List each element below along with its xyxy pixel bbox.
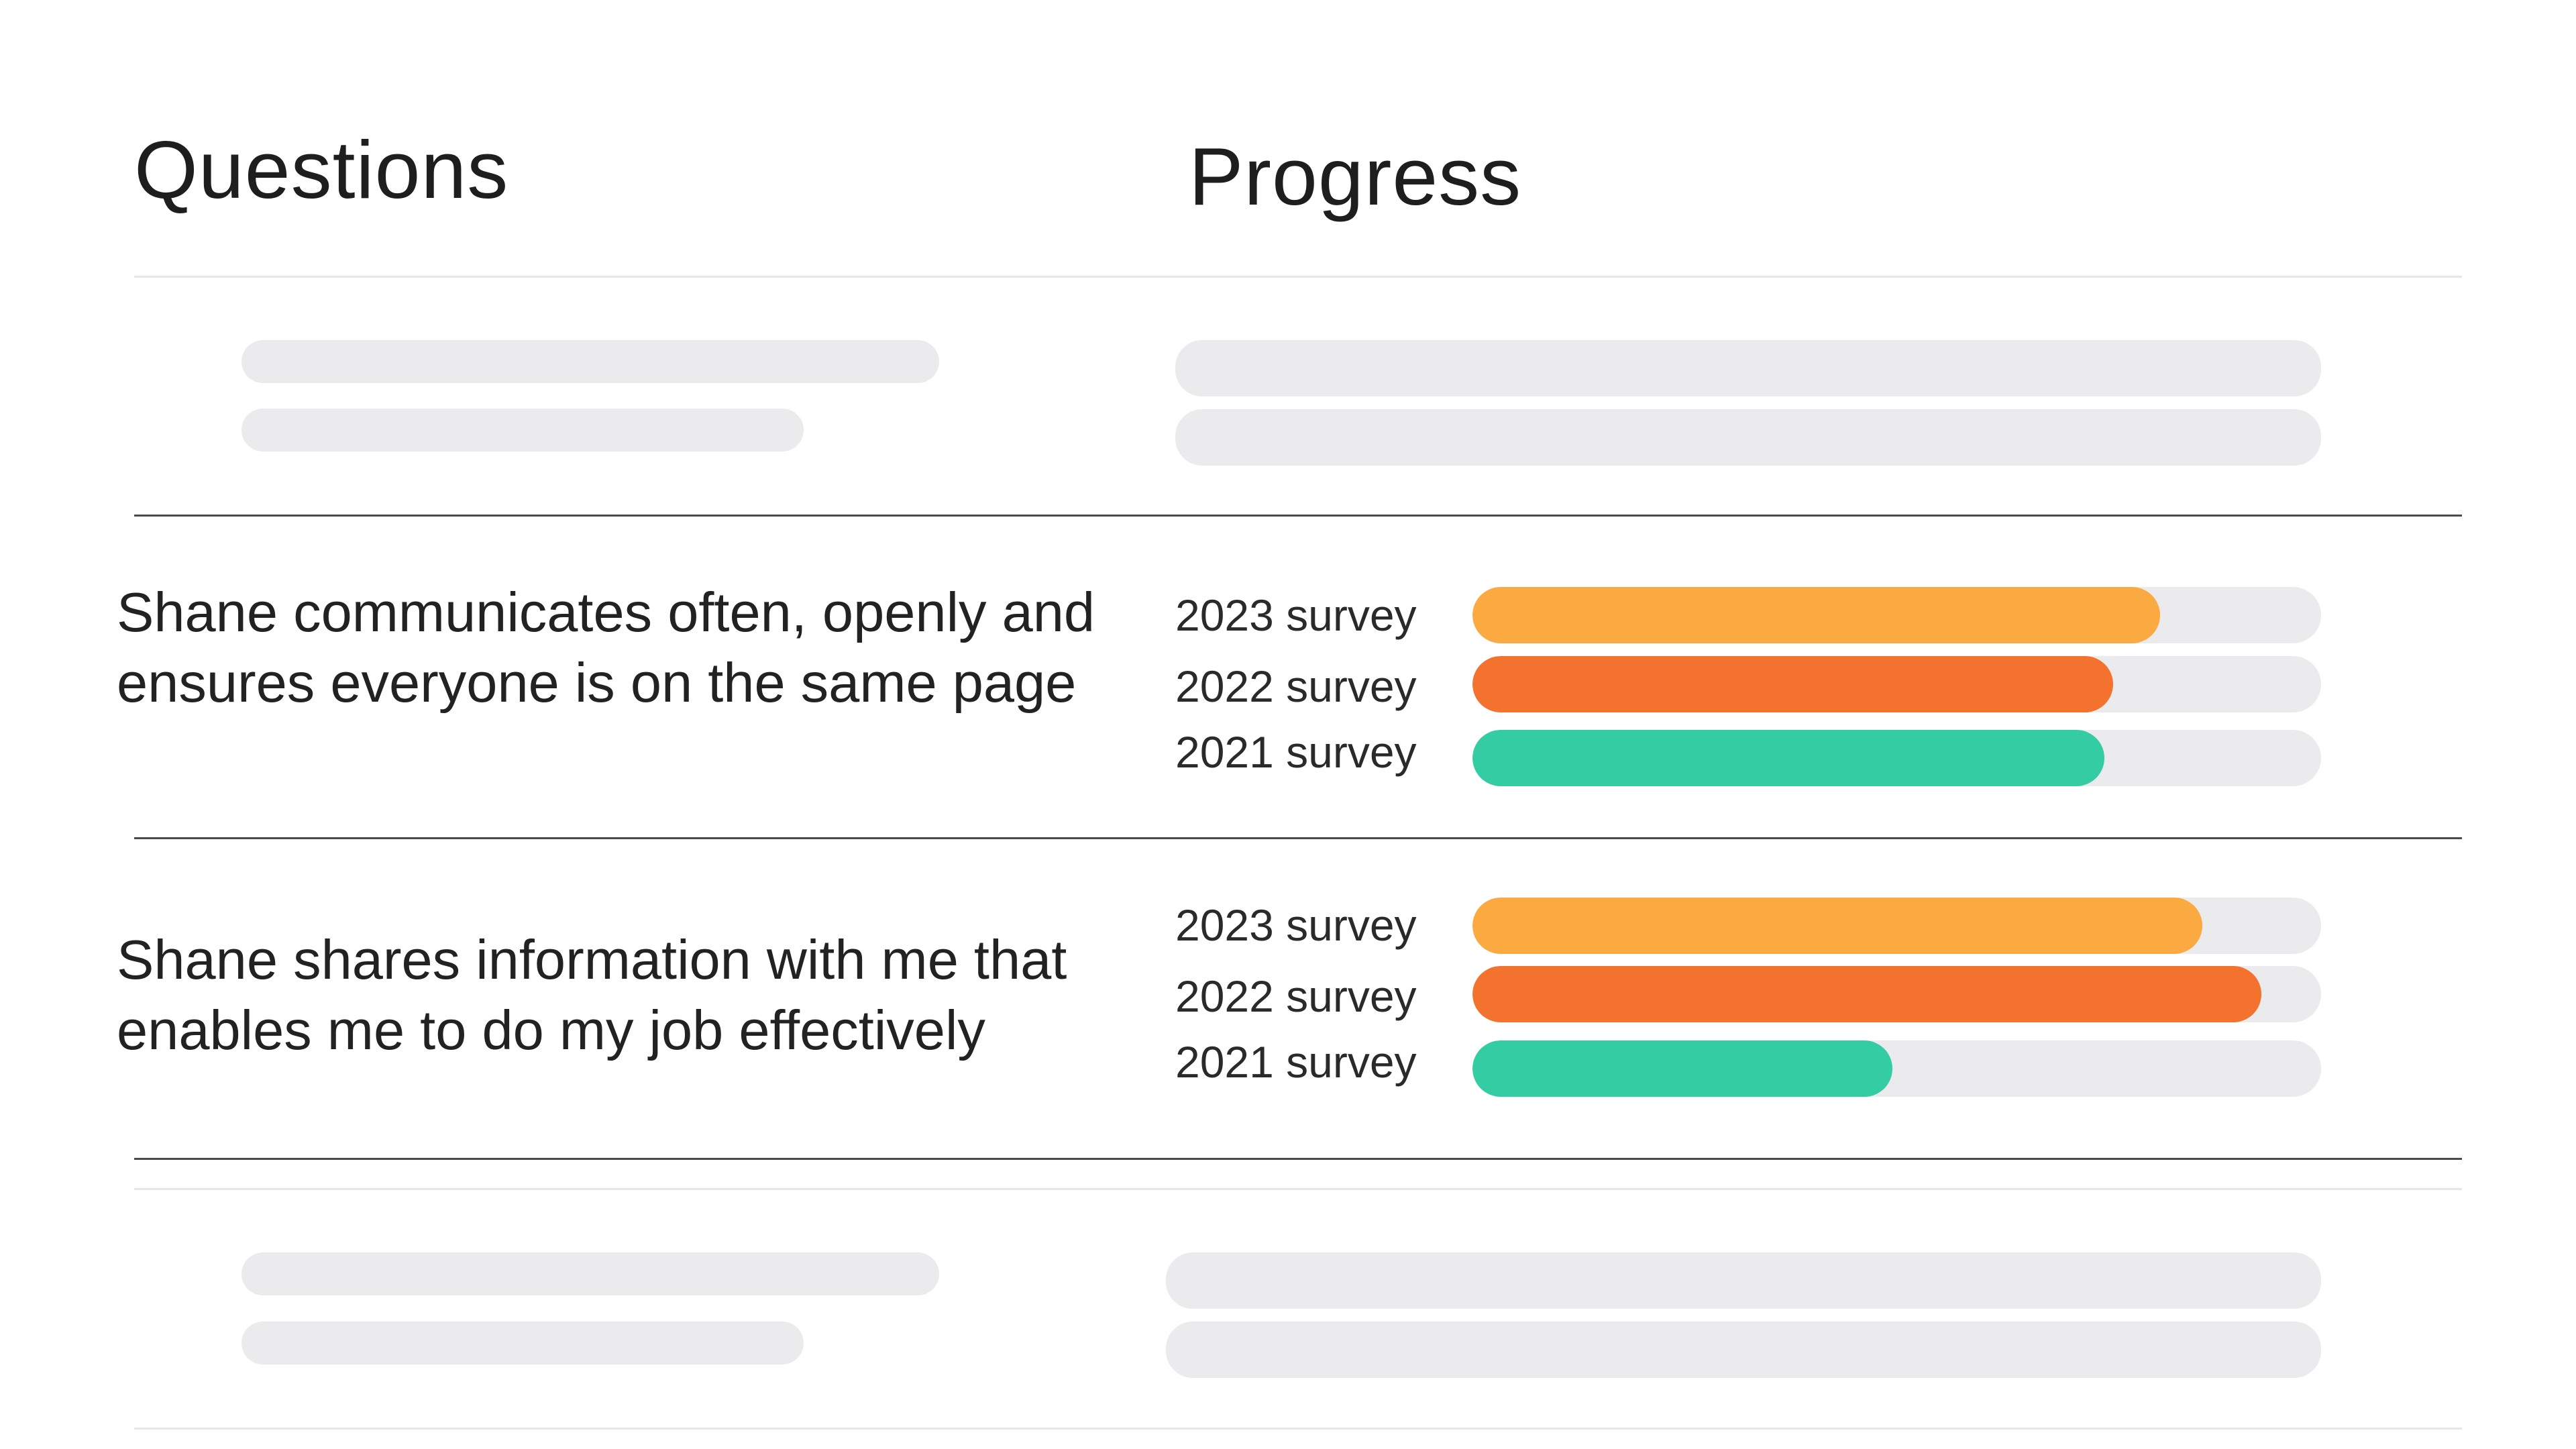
survey-label-2023: 2023 survey: [1175, 590, 1417, 640]
question-text: Shane communicates often, openly and ens…: [117, 581, 1095, 714]
questions-column-header: Questions: [134, 124, 509, 215]
row-divider: [134, 837, 2462, 839]
progress-track-2023: [1472, 587, 2321, 643]
placeholder-question-line-2: [241, 409, 804, 451]
progress-fill-2021: [1472, 730, 2105, 786]
header-divider: [134, 276, 2462, 278]
survey-label-2021: 2021 survey: [1175, 727, 1417, 777]
placeholder-progress-bar-2: [1166, 1322, 2321, 1378]
placeholder-progress-bar-1: [1166, 1252, 2321, 1309]
row-divider: [134, 1158, 2462, 1160]
placeholder-question-line-2: [241, 1322, 804, 1364]
progress-track-2021: [1472, 730, 2321, 786]
footer-divider: [134, 1428, 2462, 1430]
placeholder-progress-bar-1: [1175, 340, 2321, 396]
progress-fill-2022: [1472, 656, 2114, 712]
progress-track-2023: [1472, 898, 2321, 954]
placeholder-question-line-1: [241, 1252, 939, 1295]
placeholder-question-line-1: [241, 340, 939, 383]
survey-label-2023: 2023 survey: [1175, 900, 1417, 950]
row-divider: [134, 515, 2462, 517]
placeholder-progress-bar-2: [1175, 409, 2321, 466]
question-text: Shane shares information with me that en…: [117, 928, 1067, 1061]
survey-label-2021: 2021 survey: [1175, 1037, 1417, 1087]
progress-fill-2021: [1472, 1040, 1893, 1097]
progress-column-header: Progress: [1189, 131, 1522, 222]
progress-track-2021: [1472, 1040, 2321, 1097]
survey-label-2022: 2022 survey: [1175, 661, 1417, 711]
progress-track-2022: [1472, 656, 2321, 712]
progress-fill-2022: [1472, 966, 2262, 1022]
row-divider: [134, 1188, 2462, 1190]
progress-fill-2023: [1472, 898, 2202, 954]
progress-track-2022: [1472, 966, 2321, 1022]
progress-fill-2023: [1472, 587, 2160, 643]
survey-label-2022: 2022 survey: [1175, 971, 1417, 1021]
